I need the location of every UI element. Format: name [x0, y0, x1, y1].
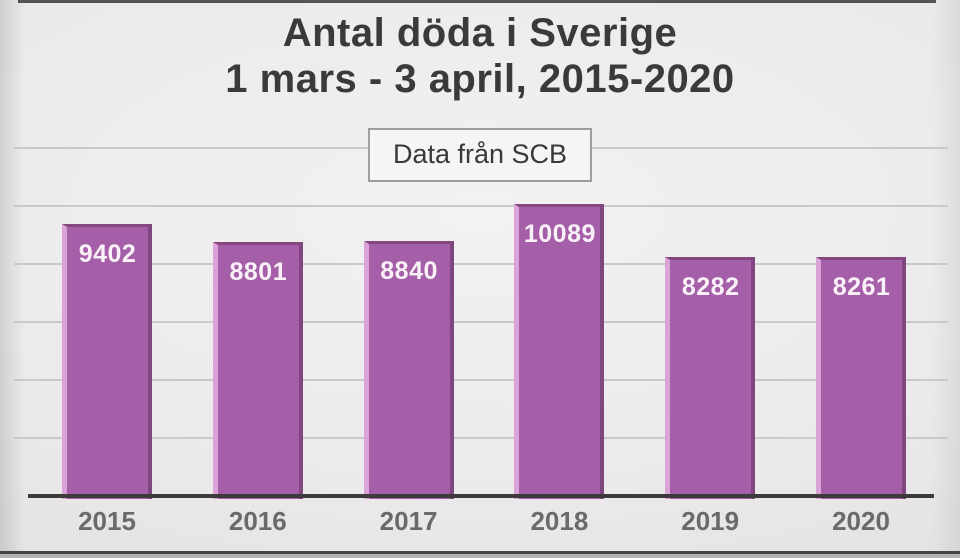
x-tick-2018: 2018	[530, 506, 589, 536]
gridline-10000	[14, 205, 948, 207]
gridline-2000	[14, 437, 948, 439]
chart-title: Antal döda i Sverige 1 mars - 3 april, 2…	[0, 10, 960, 102]
bar-2015: 9402	[62, 224, 152, 499]
x-tick-2016: 2016	[228, 506, 287, 536]
gridline-8000	[14, 263, 948, 265]
bar-2020: 8261	[816, 257, 906, 499]
bar-value-label-2018: 10089	[523, 220, 596, 249]
plot-area: 9402 8801 8840 10089 8282 8261	[0, 120, 960, 499]
bar-2018: 10089	[514, 204, 605, 499]
gridline-6000	[14, 321, 948, 323]
bar-2017: 8840	[363, 240, 454, 499]
x-tick-2015: 2015	[78, 506, 136, 536]
chart-title-line1: Antal döda i Sverige	[282, 11, 678, 55]
x-tick-2019: 2019	[681, 506, 740, 536]
gridline-4000	[14, 379, 948, 381]
chart-title-line2: 1 mars - 3 april, 2015-2020	[225, 57, 735, 101]
photo-bottom-edge	[0, 551, 960, 554]
photo-bottom-strip	[0, 554, 960, 558]
bar-value-label-2015: 9402	[78, 240, 137, 269]
x-axis-line	[28, 494, 934, 498]
bar-value-label-2020: 8261	[832, 273, 891, 302]
bar-value-label-2016: 8801	[229, 257, 288, 286]
bar-2016: 8801	[212, 241, 303, 499]
bar-2019: 8282	[665, 256, 756, 499]
x-tick-2020: 2020	[832, 506, 890, 536]
x-tick-2017: 2017	[379, 506, 438, 536]
data-source-box: Data från SCB	[367, 128, 593, 182]
bar-value-label-2017: 8840	[380, 256, 438, 285]
photo-top-edge	[18, 0, 936, 3]
bar-value-label-2019: 8282	[681, 272, 740, 301]
